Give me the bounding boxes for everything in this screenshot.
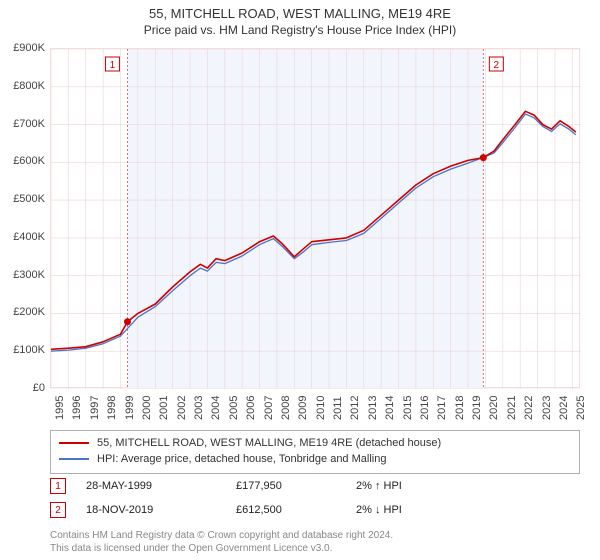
sale-hpi-2: 2% ↓ HPI bbox=[356, 504, 476, 516]
footer-line-1: Contains HM Land Registry data © Crown c… bbox=[50, 530, 580, 543]
legend-row-1: 55, MITCHELL ROAD, WEST MALLING, ME19 4R… bbox=[59, 435, 571, 451]
chart-svg: 12 bbox=[51, 49, 581, 389]
xtick-label: 2018 bbox=[454, 396, 466, 420]
xtick-label: 2001 bbox=[158, 396, 170, 420]
xtick-label: 2020 bbox=[488, 396, 500, 420]
xtick-label: 2013 bbox=[367, 396, 379, 420]
xtick-label: 1999 bbox=[124, 396, 136, 420]
ytick-label: £200K bbox=[13, 306, 45, 318]
xtick-label: 1997 bbox=[89, 396, 101, 420]
legend-label-property: 55, MITCHELL ROAD, WEST MALLING, ME19 4R… bbox=[97, 437, 441, 449]
footer: Contains HM Land Registry data © Crown c… bbox=[50, 530, 580, 555]
sale-price-1: £177,950 bbox=[236, 480, 356, 492]
sale-date-2: 18-NOV-2019 bbox=[86, 504, 236, 516]
sale-hpi-1: 2% ↑ HPI bbox=[356, 480, 476, 492]
chart-container: 55, MITCHELL ROAD, WEST MALLING, ME19 4R… bbox=[0, 0, 600, 560]
xtick-label: 2016 bbox=[419, 396, 431, 420]
legend: 55, MITCHELL ROAD, WEST MALLING, ME19 4R… bbox=[50, 430, 580, 474]
page-subtitle: Price paid vs. HM Land Registry's House … bbox=[0, 21, 600, 43]
sale-price-2: £612,500 bbox=[236, 504, 356, 516]
xtick-label: 1998 bbox=[106, 396, 118, 420]
xtick-label: 2024 bbox=[558, 396, 570, 420]
footer-line-2: This data is licensed under the Open Gov… bbox=[50, 543, 580, 556]
ytick-label: £800K bbox=[13, 80, 45, 92]
ytick-label: £300K bbox=[13, 269, 45, 281]
xtick-label: 2000 bbox=[141, 396, 153, 420]
sale-marker-1: 1 bbox=[50, 478, 66, 494]
sale-row-1: 1 28-MAY-1999 £177,950 2% ↑ HPI bbox=[50, 478, 580, 494]
legend-row-2: HPI: Average price, detached house, Tonb… bbox=[59, 451, 571, 467]
xtick-label: 2007 bbox=[263, 396, 275, 420]
ytick-label: £400K bbox=[13, 231, 45, 243]
xtick-label: 2025 bbox=[575, 396, 587, 420]
xtick-label: 2003 bbox=[193, 396, 205, 420]
xtick-label: 2006 bbox=[245, 396, 257, 420]
page-title: 55, MITCHELL ROAD, WEST MALLING, ME19 4R… bbox=[0, 0, 600, 21]
xtick-label: 2011 bbox=[332, 396, 344, 420]
sale-marker-2: 2 bbox=[50, 502, 66, 518]
sale-row-2: 2 18-NOV-2019 £612,500 2% ↓ HPI bbox=[50, 502, 580, 518]
svg-text:2: 2 bbox=[494, 60, 500, 71]
xtick-label: 2004 bbox=[210, 396, 222, 420]
xtick-label: 2008 bbox=[280, 396, 292, 420]
xtick-label: 2014 bbox=[384, 396, 396, 420]
xtick-label: 2002 bbox=[176, 396, 188, 420]
xtick-label: 2017 bbox=[436, 396, 448, 420]
xtick-label: 1996 bbox=[71, 396, 83, 420]
legend-label-hpi: HPI: Average price, detached house, Tonb… bbox=[97, 453, 386, 465]
xtick-label: 2015 bbox=[402, 396, 414, 420]
legend-swatch-property bbox=[59, 442, 89, 444]
xtick-label: 2005 bbox=[228, 396, 240, 420]
xtick-label: 2009 bbox=[297, 396, 309, 420]
xtick-label: 2010 bbox=[315, 396, 327, 420]
xtick-label: 2023 bbox=[541, 396, 553, 420]
ytick-label: £900K bbox=[13, 42, 45, 54]
ytick-label: £700K bbox=[13, 118, 45, 130]
legend-swatch-hpi bbox=[59, 458, 89, 460]
svg-text:1: 1 bbox=[110, 60, 116, 71]
sale-date-1: 28-MAY-1999 bbox=[86, 480, 236, 492]
ytick-label: £600K bbox=[13, 155, 45, 167]
xtick-label: 2012 bbox=[349, 396, 361, 420]
xtick-label: 2022 bbox=[523, 396, 535, 420]
ytick-label: £500K bbox=[13, 193, 45, 205]
ytick-label: £100K bbox=[13, 344, 45, 356]
ytick-label: £0 bbox=[33, 382, 45, 394]
xtick-label: 2019 bbox=[471, 396, 483, 420]
xtick-label: 1995 bbox=[54, 396, 66, 420]
xtick-label: 2021 bbox=[506, 396, 518, 420]
chart-plot-area: 12 bbox=[50, 48, 580, 388]
